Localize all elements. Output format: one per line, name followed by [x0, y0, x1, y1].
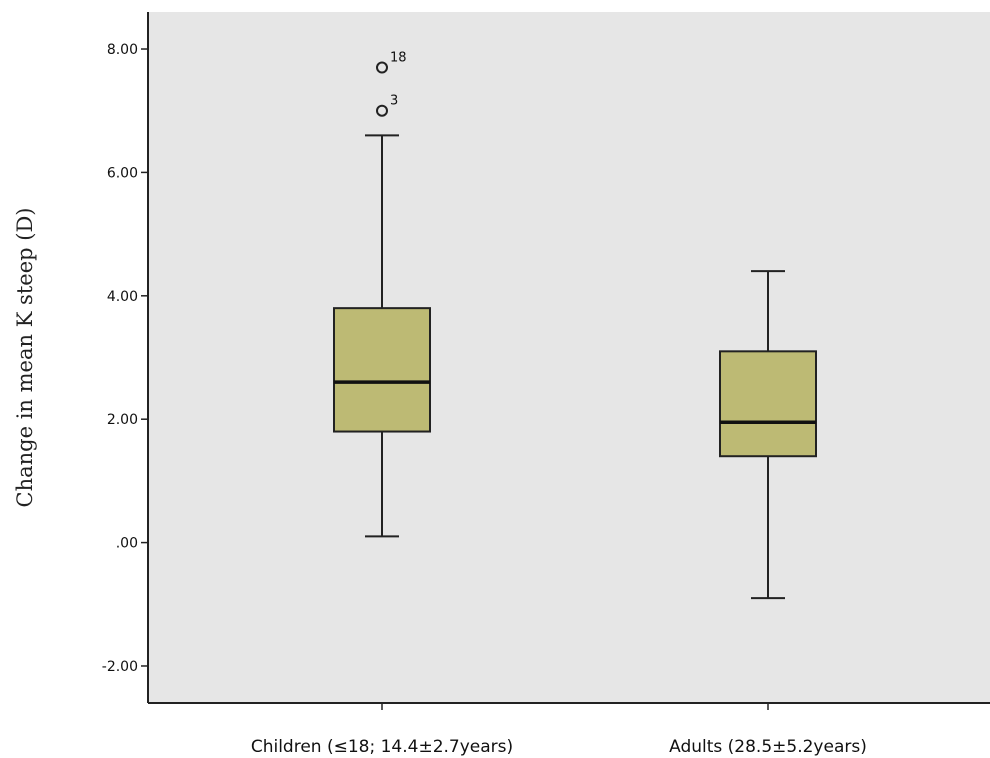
- y-axis-label: Change in mean K steep (D): [13, 208, 37, 508]
- iqr-box: [719, 350, 817, 458]
- x-category-label: Adults (28.5±5.2years): [669, 737, 867, 757]
- y-tick-label: 4.00: [107, 289, 138, 305]
- y-tick-label: 6.00: [107, 165, 138, 181]
- iqr-box: [333, 307, 431, 433]
- y-axis-ticks: -2.00 .00 2.00 4.00 6.00 8.00: [102, 42, 148, 675]
- box-children: 18 3: [333, 51, 431, 538]
- outlier-label: 3: [390, 94, 398, 109]
- y-tick-label: -2.00: [102, 659, 138, 675]
- x-category-label: Children (≤18; 14.4±2.7years): [251, 737, 513, 757]
- x-axis-ticks: Children (≤18; 14.4±2.7years) Adults (28.…: [251, 703, 867, 757]
- outlier-label: 18: [390, 51, 407, 66]
- y-tick-label: 8.00: [107, 42, 138, 58]
- box-adults: [719, 270, 817, 600]
- plot-area: [148, 12, 990, 703]
- outlier-point: [376, 61, 388, 74]
- outlier-point: [376, 104, 388, 117]
- y-tick-label: 2.00: [107, 412, 138, 428]
- boxes-group: 18 3: [333, 51, 817, 600]
- y-tick-label: .00: [116, 536, 138, 552]
